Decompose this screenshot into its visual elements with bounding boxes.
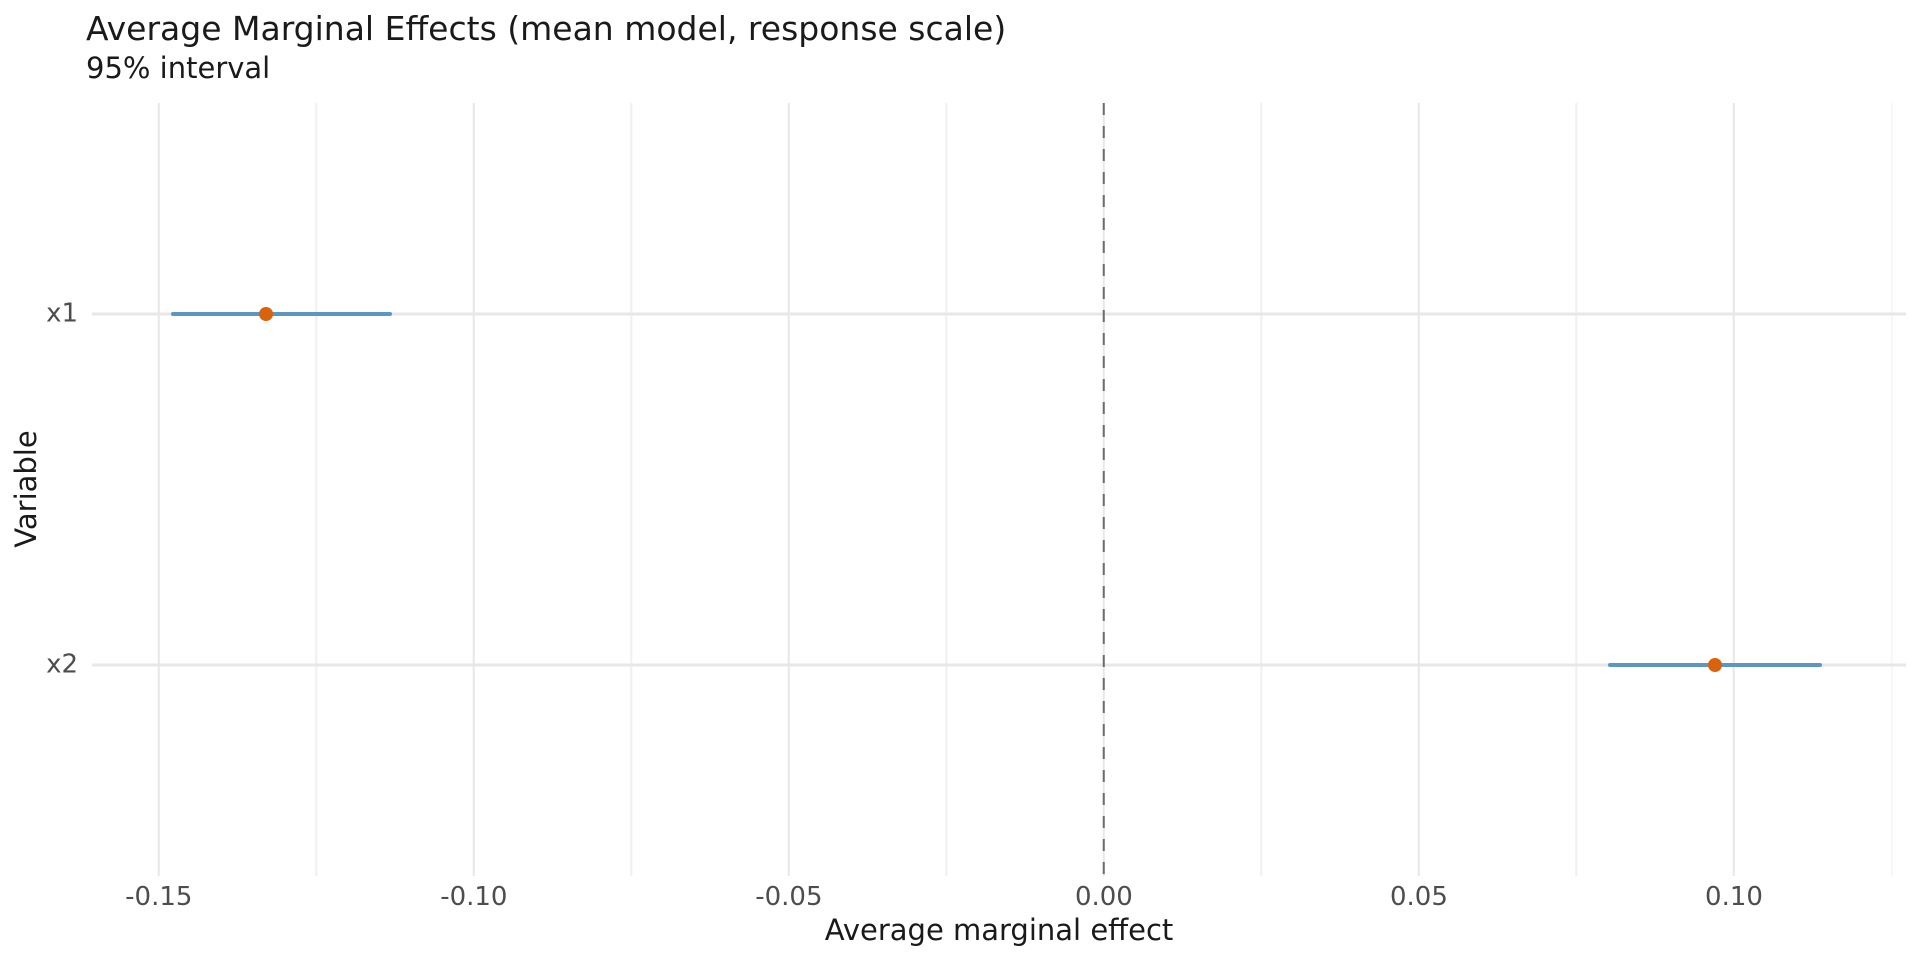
x-tick-label: -0.15 [125,882,193,912]
grid-major-vline [157,103,161,876]
grid-minor-vline [1890,103,1893,876]
estimate-point-x2 [1708,658,1723,673]
x-tick-label: 0.05 [1389,882,1448,912]
grid-minor-vline [945,103,948,876]
ci-interval-x1 [171,311,392,316]
grid-minor-vline [1260,103,1263,876]
grid-minor-vline [630,103,633,876]
grid-major-vline [787,103,791,876]
y-tick-label: x2 [46,649,78,680]
x-tick-label: 0.00 [1074,882,1133,912]
y-tick-label: x1 [46,298,78,329]
grid-hline [92,312,1906,316]
grid-major-vline [472,103,476,876]
grid-major-vline [1732,103,1736,876]
estimate-point-x1 [258,306,273,321]
grid-major-vline [1417,103,1421,876]
x-axis-title: Average marginal effect [824,913,1174,947]
chart-subtitle: 95% interval [86,51,271,85]
x-tick-label: -0.05 [755,882,823,912]
x-tick-label: 0.10 [1705,882,1763,912]
grid-minor-vline [315,103,317,876]
chart-title: Average Marginal Effects (mean model, re… [86,9,1007,48]
zero-reference-line [1102,103,1106,876]
x-tick-label: -0.10 [440,882,508,912]
plot-panel: -0.15 -0.10 -0.05 0.00 0.05 0.10 x1 x2 [46,103,1906,912]
y-axis-title: Variable [9,430,43,548]
grid-minor-vline [1575,103,1578,876]
grid-hline [92,663,1906,667]
